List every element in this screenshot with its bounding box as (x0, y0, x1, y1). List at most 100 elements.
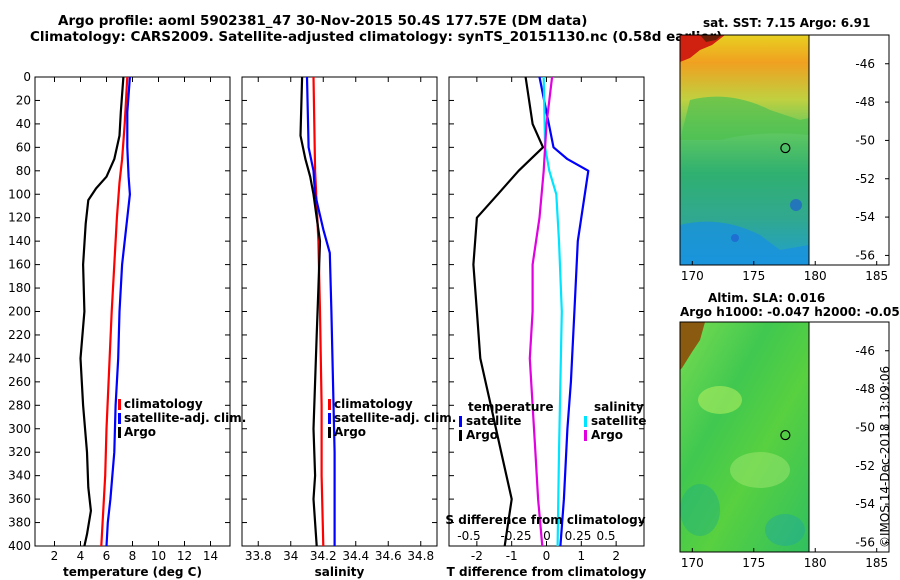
x-axis-label: T difference from climatology (447, 565, 647, 579)
legend-label: Argo (334, 425, 366, 439)
y-tick-label: 140 (8, 234, 31, 248)
sla-map (679, 321, 890, 553)
x-axis-label: temperature (deg C) (63, 565, 202, 579)
y-tick-label: 360 (8, 492, 31, 506)
sla-map-title: Altim. SLA: 0.016 (708, 291, 825, 305)
legend-title-salinity: salinity (594, 400, 644, 414)
legend-label: Argo (466, 428, 498, 442)
legend-label: climatology (334, 397, 413, 411)
plot-frame-salinity (241, 76, 438, 547)
y-tick-label: 160 (8, 258, 31, 272)
y-tick-label: 60 (16, 140, 31, 154)
y-tick-label: 80 (16, 164, 31, 178)
legend-label: climatology (124, 397, 203, 411)
x-tick-label-secondary: 0 (543, 529, 551, 543)
series-difference-s-argo (528, 76, 554, 547)
series-difference-s-satellite (542, 76, 563, 547)
header-line2: Climatology: CARS2009. Satellite-adjuste… (30, 29, 723, 45)
x-tick-label: 4 (77, 549, 85, 563)
map-y-tick-label: -48 (855, 95, 875, 109)
x-tick-label-secondary: -0.5 (457, 529, 480, 543)
map-y-tick-label: -52 (855, 459, 875, 473)
y-tick-label: 220 (8, 328, 31, 342)
map-y-tick-label: -48 (855, 382, 875, 396)
map-y-tick-label: -56 (855, 535, 875, 549)
x-tick-label: -1 (506, 549, 518, 563)
y-tick-label: 120 (8, 211, 31, 225)
legend-label: satellite (466, 414, 521, 428)
y-tick-label: 100 (8, 187, 31, 201)
series-salinity-argo (299, 76, 322, 547)
legend-title-temperature: temperature (468, 400, 553, 414)
x-tick-label: 2 (51, 549, 59, 563)
y-tick-label: 400 (8, 539, 31, 553)
x-tick-label: 2 (612, 549, 620, 563)
legend-label: Argo (591, 428, 623, 442)
sst-map-title: sat. SST: 7.15 Argo: 6.91 (703, 16, 870, 30)
x-tick-label: 12 (177, 549, 192, 563)
map-x-tick-label: 180 (804, 269, 827, 283)
x-tick-label: 6 (103, 549, 111, 563)
x-tick-label: 1 (578, 549, 586, 563)
map-x-tick-label: 175 (742, 269, 765, 283)
y-tick-label: 240 (8, 351, 31, 365)
y-tick-label: 0 (23, 70, 31, 84)
y-tick-label: 320 (8, 445, 31, 459)
x-tick-label: 10 (151, 549, 166, 563)
map-x-tick-label: 185 (865, 269, 888, 283)
map-y-tick-label: -54 (855, 210, 875, 224)
legend-swatch (328, 399, 331, 410)
map-y-tick-label: -46 (855, 57, 875, 71)
map-x-tick-label: 185 (865, 556, 888, 570)
y-tick-label: 200 (8, 305, 31, 319)
x-axis-label-secondary: S difference from climatology (445, 513, 645, 527)
y-tick-label: 260 (8, 375, 31, 389)
y-tick-label: 20 (16, 93, 31, 107)
x-tick-label: 34.6 (375, 549, 402, 563)
series-difference-t-satellite (538, 76, 590, 547)
x-tick-label: 34.4 (342, 549, 369, 563)
y-tick-label: 40 (16, 117, 31, 131)
series-temperature-satellite-adj-clim- (105, 76, 131, 547)
y-tick-label: 280 (8, 398, 31, 412)
legend-swatch (584, 430, 587, 441)
x-tick-label-secondary: -0.25 (500, 529, 531, 543)
x-axis-label: salinity (315, 565, 365, 579)
sla-map-subtitle: Argo h1000: -0.047 h2000: -0.054 (680, 305, 900, 319)
legend-swatch (459, 416, 462, 427)
x-tick-label: 0 (543, 549, 551, 563)
argo-location-marker (780, 429, 791, 441)
plot-frame-difference (448, 76, 645, 547)
x-tick-label: 8 (129, 549, 137, 563)
y-tick-label: 340 (8, 469, 31, 483)
x-tick-label: -2 (471, 549, 483, 563)
map-y-tick-label: -50 (855, 133, 875, 147)
legend-label: satellite (591, 414, 646, 428)
legend-label: satellite-adj. clim. (124, 411, 246, 425)
legend-swatch (584, 416, 587, 427)
plot-frame-temperature (34, 76, 231, 547)
legend-swatch (328, 427, 331, 438)
series-salinity-climatology (312, 76, 325, 547)
y-tick-label: 180 (8, 281, 31, 295)
series-difference-t-argo (472, 76, 545, 547)
map-y-tick-label: -50 (855, 420, 875, 434)
legend-swatch (118, 427, 121, 438)
legend-swatch (328, 413, 331, 424)
header-line1: Argo profile: aoml 5902381_47 30-Nov-201… (58, 13, 588, 29)
map-x-tick-label: 175 (742, 556, 765, 570)
legend-swatch (118, 399, 121, 410)
y-tick-label: 300 (8, 422, 31, 436)
map-x-tick-label: 180 (804, 556, 827, 570)
sst-map (679, 34, 890, 266)
x-tick-label: 34.8 (407, 549, 434, 563)
x-tick-label: 34.2 (310, 549, 337, 563)
map-x-tick-label: 170 (681, 556, 704, 570)
argo-location-marker (780, 142, 791, 154)
series-temperature-climatology (100, 76, 129, 547)
map-y-tick-label: -54 (855, 497, 875, 511)
legend-swatch (459, 430, 462, 441)
x-tick-label: 33.8 (245, 549, 272, 563)
series-salinity-satellite-adj-clim- (305, 76, 336, 546)
